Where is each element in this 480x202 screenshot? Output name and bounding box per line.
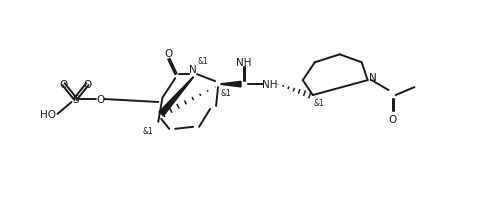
Text: O: O — [59, 80, 68, 90]
Text: O: O — [96, 95, 104, 104]
Text: &1: &1 — [143, 127, 153, 136]
Polygon shape — [158, 78, 193, 116]
Text: O: O — [164, 49, 172, 59]
Text: NH: NH — [236, 58, 251, 68]
Polygon shape — [221, 82, 240, 87]
Text: N: N — [368, 73, 376, 83]
Text: HO: HO — [39, 109, 55, 119]
Text: &1: &1 — [313, 99, 324, 108]
Text: NH: NH — [262, 80, 277, 90]
Text: &1: &1 — [197, 57, 208, 65]
Text: N: N — [189, 65, 197, 75]
Text: &1: &1 — [220, 88, 231, 97]
Text: O: O — [388, 114, 396, 124]
Text: S: S — [72, 95, 79, 104]
Text: O: O — [83, 80, 91, 90]
